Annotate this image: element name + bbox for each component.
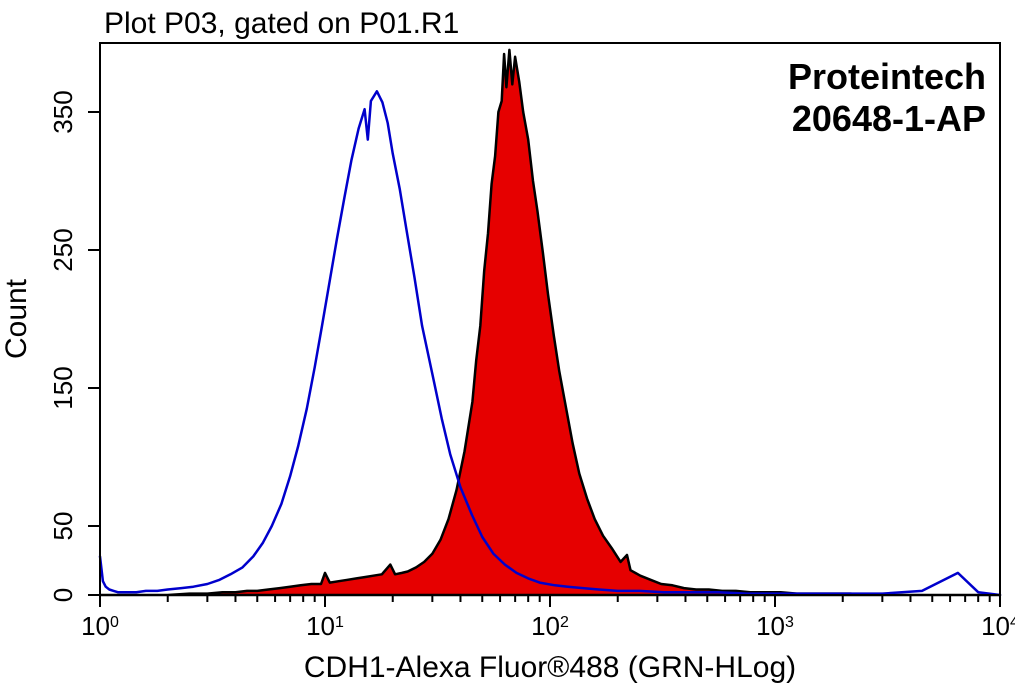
y-tick-label: 0 [48, 588, 78, 602]
chart-svg: 100 101 102 103 104 0 50 150 250 350 CDH1-Alexa Fl… [0, 0, 1015, 683]
y-tick-label: 250 [48, 228, 78, 271]
y-tick-label: 150 [48, 366, 78, 409]
flow-cytometry-chart: 100 101 102 103 104 0 50 150 250 350 CDH1-Alexa Fl… [0, 0, 1015, 683]
x-tick-label: 100 [81, 611, 119, 641]
annotation-line2: 20648-1-AP [792, 98, 986, 139]
y-tick-label: 50 [48, 512, 78, 541]
y-axis-label: Count [0, 278, 33, 359]
x-tick-label: 102 [531, 611, 569, 641]
plot-title: Plot P03, gated on P01.R1 [104, 7, 459, 40]
x-tick-label: 103 [756, 611, 794, 641]
x-tick-label: 104 [981, 611, 1015, 641]
x-axis-label: CDH1-Alexa Fluor®488 (GRN-HLog) [304, 651, 796, 683]
y-tick-label: 350 [48, 90, 78, 133]
annotation-line1: Proteintech [788, 56, 986, 97]
x-tick-label: 101 [306, 611, 344, 641]
